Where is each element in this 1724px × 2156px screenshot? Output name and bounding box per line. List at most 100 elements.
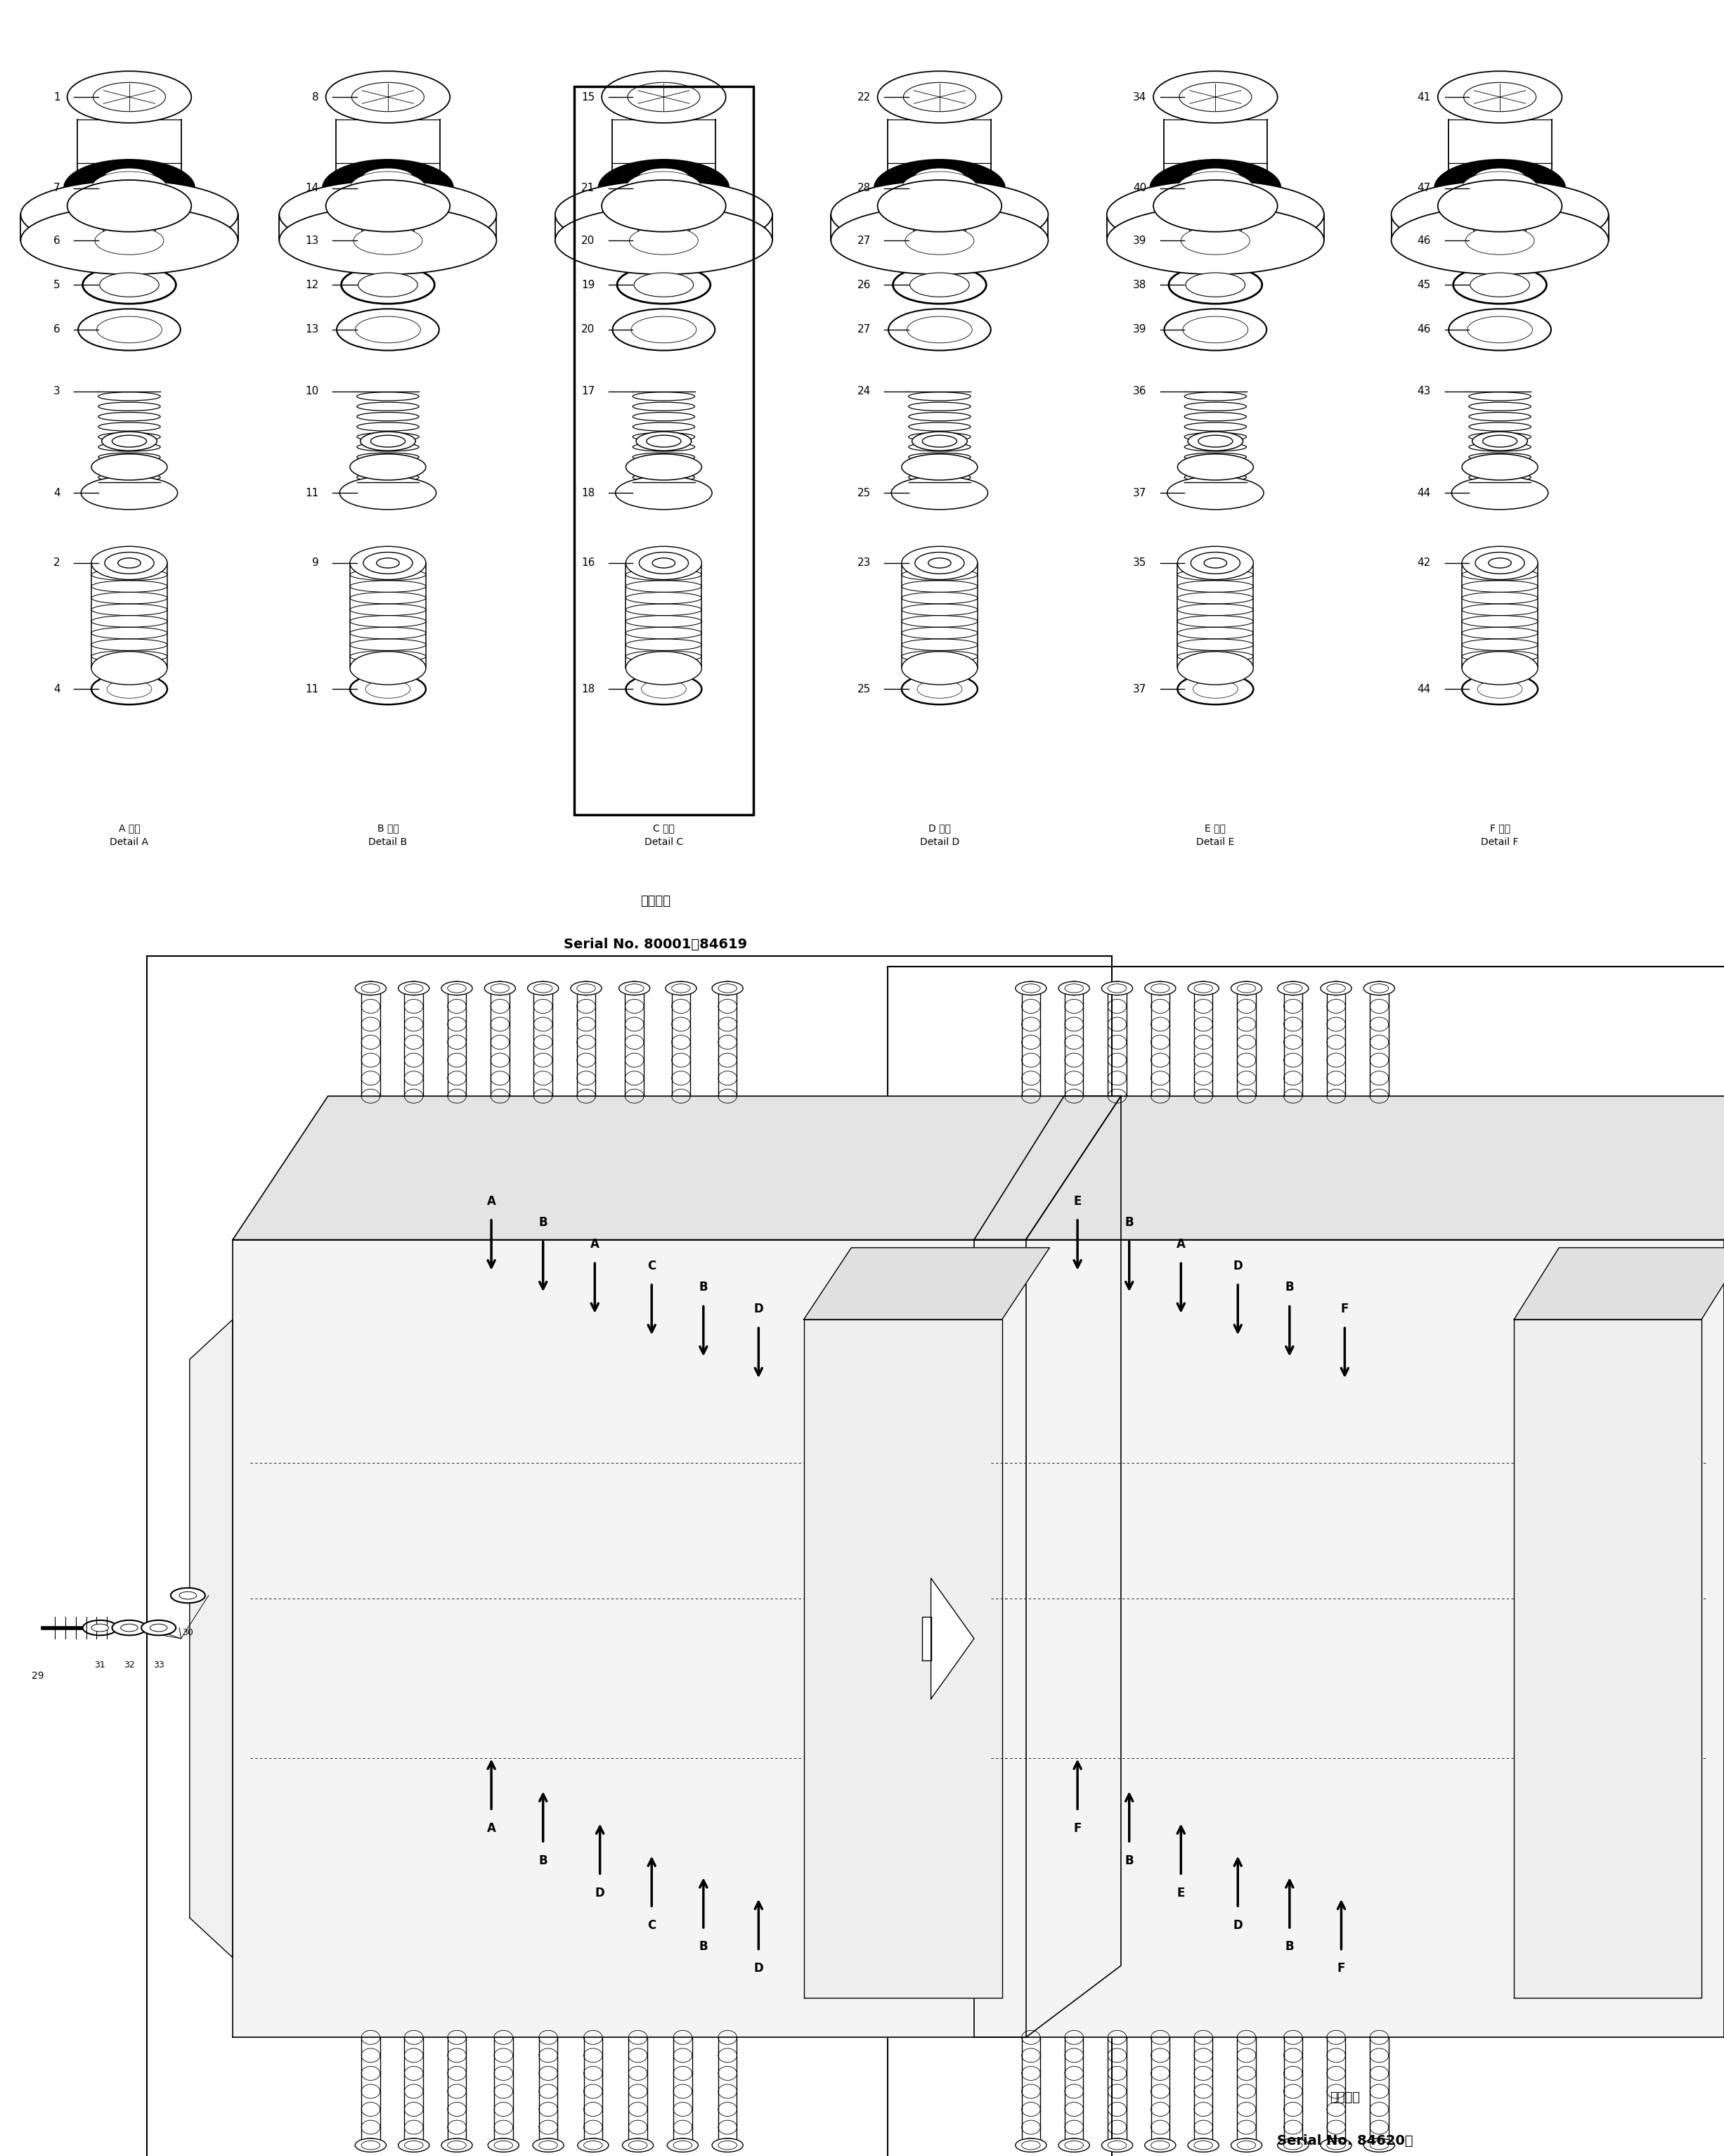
Ellipse shape (909, 412, 971, 420)
Ellipse shape (667, 2139, 698, 2152)
Ellipse shape (67, 181, 191, 233)
Text: C 詳細
Detail C: C 詳細 Detail C (645, 824, 683, 847)
Ellipse shape (831, 207, 1048, 274)
Ellipse shape (652, 558, 676, 567)
Polygon shape (362, 177, 414, 246)
Text: 11: 11 (305, 683, 319, 694)
Text: F: F (1338, 1962, 1345, 1975)
Ellipse shape (376, 558, 400, 567)
Ellipse shape (357, 472, 419, 481)
Ellipse shape (1184, 453, 1246, 461)
Ellipse shape (634, 274, 693, 298)
Text: E: E (1177, 1886, 1184, 1899)
Polygon shape (1026, 1095, 1121, 2037)
Polygon shape (638, 177, 690, 246)
Ellipse shape (712, 2139, 743, 2152)
Ellipse shape (902, 172, 978, 205)
Ellipse shape (355, 981, 386, 996)
Ellipse shape (1469, 453, 1531, 461)
Ellipse shape (1145, 2139, 1176, 2152)
Text: 21: 21 (581, 183, 595, 194)
Ellipse shape (359, 274, 417, 298)
Ellipse shape (1469, 392, 1531, 401)
Ellipse shape (441, 981, 472, 996)
Ellipse shape (322, 160, 453, 218)
Text: B: B (538, 1216, 548, 1229)
Ellipse shape (326, 71, 450, 123)
Text: 24: 24 (857, 386, 871, 397)
Text: F: F (1341, 1302, 1348, 1315)
Ellipse shape (922, 436, 957, 446)
Polygon shape (931, 1578, 974, 1699)
Ellipse shape (1203, 558, 1227, 567)
Ellipse shape (633, 412, 695, 420)
Ellipse shape (81, 476, 178, 509)
Ellipse shape (602, 181, 726, 233)
Text: C: C (648, 1919, 655, 1932)
Ellipse shape (441, 2139, 472, 2152)
Ellipse shape (1177, 455, 1253, 481)
Text: 13: 13 (305, 235, 319, 246)
Ellipse shape (1462, 545, 1538, 580)
Ellipse shape (1391, 207, 1608, 274)
Ellipse shape (150, 1623, 167, 1632)
Ellipse shape (1188, 431, 1243, 451)
Ellipse shape (902, 455, 978, 481)
Text: 43: 43 (1417, 386, 1431, 397)
Ellipse shape (909, 442, 971, 451)
Ellipse shape (1102, 2139, 1133, 2152)
Ellipse shape (912, 431, 967, 451)
Ellipse shape (78, 308, 181, 351)
Ellipse shape (578, 2139, 609, 2152)
Ellipse shape (626, 172, 702, 205)
Text: 37: 37 (1133, 487, 1146, 498)
Text: 10: 10 (305, 386, 319, 397)
Ellipse shape (98, 472, 160, 481)
Ellipse shape (893, 265, 986, 304)
Ellipse shape (555, 181, 772, 248)
Ellipse shape (357, 442, 419, 451)
Text: 23: 23 (857, 558, 871, 569)
Text: 20: 20 (581, 235, 595, 246)
Text: 36: 36 (1133, 386, 1146, 397)
Ellipse shape (67, 71, 191, 123)
Ellipse shape (1177, 172, 1253, 205)
Text: 30: 30 (183, 1628, 193, 1636)
Ellipse shape (633, 453, 695, 461)
Ellipse shape (914, 168, 965, 188)
Ellipse shape (631, 317, 696, 343)
Polygon shape (914, 177, 965, 246)
Ellipse shape (357, 453, 419, 461)
Ellipse shape (909, 472, 971, 481)
Ellipse shape (1181, 226, 1250, 254)
Ellipse shape (1469, 464, 1531, 472)
Text: 3: 3 (53, 386, 60, 397)
Ellipse shape (617, 265, 710, 304)
Ellipse shape (1448, 308, 1552, 351)
Ellipse shape (98, 433, 160, 442)
Ellipse shape (350, 545, 426, 580)
Ellipse shape (98, 392, 160, 401)
Ellipse shape (909, 433, 971, 442)
Ellipse shape (103, 168, 155, 188)
Text: 13: 13 (305, 323, 319, 334)
Text: 18: 18 (581, 683, 595, 694)
Ellipse shape (91, 673, 167, 705)
Ellipse shape (1462, 455, 1538, 481)
Text: 31: 31 (95, 1660, 105, 1669)
Ellipse shape (334, 218, 441, 263)
Text: 4: 4 (53, 683, 60, 694)
Ellipse shape (629, 226, 698, 254)
Ellipse shape (1277, 981, 1309, 996)
Text: 6: 6 (53, 235, 60, 246)
Ellipse shape (357, 403, 419, 412)
Text: 38: 38 (1133, 280, 1146, 291)
Ellipse shape (98, 403, 160, 412)
Ellipse shape (357, 423, 419, 431)
Ellipse shape (83, 1621, 117, 1636)
Text: 28: 28 (857, 183, 871, 194)
Ellipse shape (888, 308, 991, 351)
Ellipse shape (1452, 476, 1548, 509)
Ellipse shape (1191, 552, 1240, 573)
Ellipse shape (1177, 673, 1253, 705)
